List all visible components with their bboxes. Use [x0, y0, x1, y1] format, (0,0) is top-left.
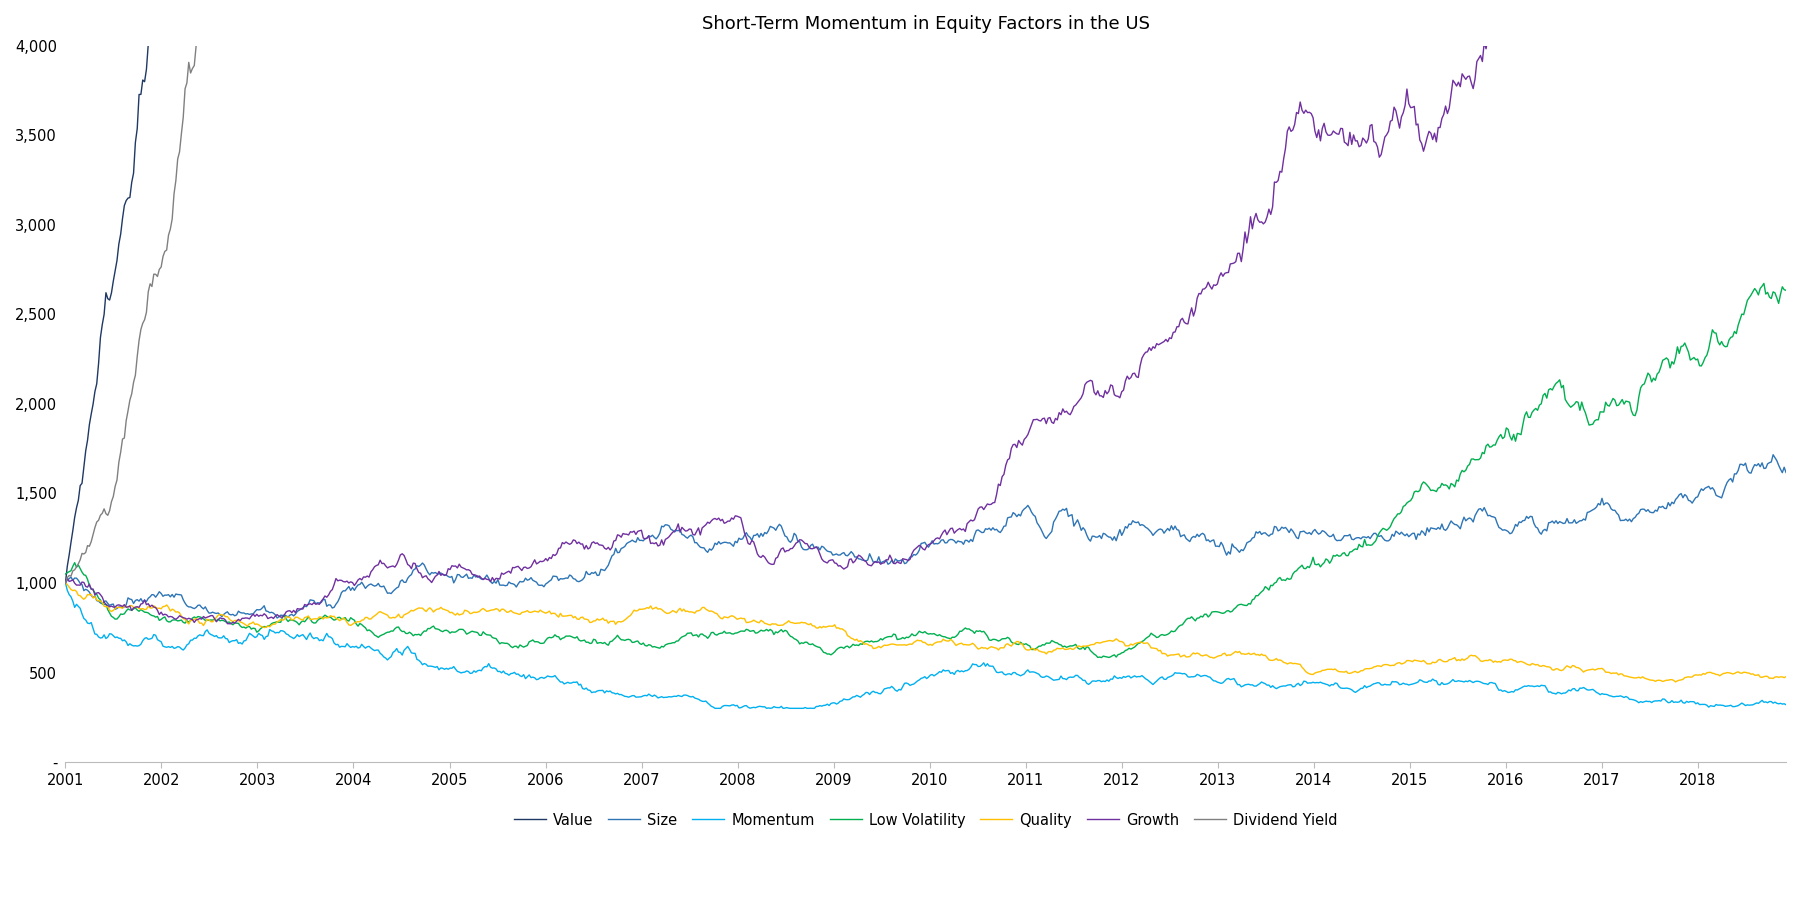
Growth	[122, 603, 144, 614]
Value	[54, 578, 76, 589]
Growth	[1232, 243, 1253, 254]
Quality	[434, 604, 456, 615]
Line: Momentum: Momentum	[65, 583, 1787, 708]
Momentum	[122, 641, 144, 652]
Growth	[218, 618, 240, 629]
Quality	[1776, 671, 1797, 682]
Size	[122, 598, 144, 609]
Line: Value: Value	[65, 0, 1787, 583]
Dividend Yield	[122, 377, 144, 388]
Low Volatility	[434, 626, 456, 636]
Line: Size: Size	[65, 454, 1787, 618]
Growth	[54, 578, 76, 589]
Size	[1776, 467, 1797, 478]
Size	[54, 578, 76, 589]
Line: Growth: Growth	[65, 0, 1787, 624]
Growth	[859, 560, 881, 571]
Growth	[436, 570, 457, 580]
Size	[1763, 449, 1785, 460]
Quality	[1230, 649, 1252, 660]
Size	[267, 613, 288, 624]
Quality	[857, 639, 879, 650]
Low Volatility	[54, 569, 76, 580]
Momentum	[54, 578, 76, 589]
Low Volatility	[122, 604, 144, 615]
Low Volatility	[1776, 285, 1797, 296]
Low Volatility	[1752, 278, 1774, 289]
Quality	[348, 616, 369, 627]
Momentum	[859, 689, 881, 700]
Momentum	[1232, 680, 1253, 691]
Value	[122, 167, 144, 178]
Line: Quality: Quality	[65, 583, 1787, 682]
Size	[396, 573, 418, 584]
Low Volatility	[1232, 599, 1253, 610]
Low Volatility	[857, 635, 879, 646]
Growth	[349, 573, 371, 584]
Low Volatility	[394, 628, 416, 639]
Momentum	[434, 664, 456, 675]
Quality	[1664, 677, 1686, 688]
Size	[859, 548, 881, 559]
Low Volatility	[1091, 652, 1113, 663]
Growth	[396, 559, 418, 570]
Dividend Yield	[54, 578, 76, 589]
Quality	[122, 602, 144, 613]
Legend: Value, Size, Momentum, Low Volatility, Quality, Growth, Dividend Yield: Value, Size, Momentum, Low Volatility, Q…	[508, 807, 1344, 833]
Line: Dividend Yield: Dividend Yield	[65, 0, 1787, 583]
Low Volatility	[348, 621, 369, 632]
Momentum	[704, 703, 726, 714]
Momentum	[348, 643, 369, 653]
Quality	[54, 578, 76, 589]
Size	[436, 570, 457, 580]
Title: Short-Term Momentum in Equity Factors in the US: Short-Term Momentum in Equity Factors in…	[702, 15, 1149, 33]
Quality	[394, 608, 416, 619]
Line: Low Volatility: Low Volatility	[65, 284, 1787, 658]
Momentum	[1776, 699, 1797, 710]
Size	[349, 579, 371, 590]
Size	[1232, 545, 1253, 556]
Momentum	[394, 643, 416, 653]
